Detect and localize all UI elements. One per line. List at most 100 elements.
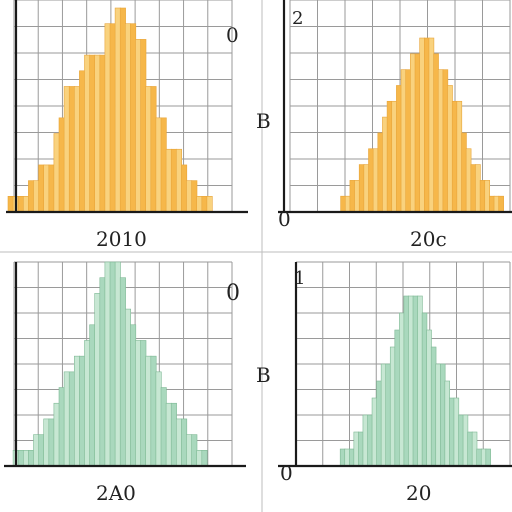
bar [376,380,382,467]
bar [471,431,478,467]
bar [201,450,208,467]
bar [58,387,65,467]
bar [165,148,172,213]
bar [68,86,75,213]
bar [461,132,467,213]
bar [339,448,346,467]
bar [442,69,449,213]
bar [125,23,132,213]
bar [405,69,411,213]
bar [451,100,458,213]
bar [17,450,24,467]
top-label: 1 [294,268,305,289]
bar-group [12,261,208,467]
bar [421,312,428,467]
bar [109,23,116,213]
bar [79,355,86,467]
bar [467,431,473,467]
bar [119,277,126,467]
bar [417,295,423,467]
bar [465,148,472,213]
bar [340,195,346,213]
bar [186,434,193,467]
bar [430,346,437,467]
bar [368,148,374,213]
bar [403,295,410,467]
bar [104,23,111,213]
panel-top-left: 0 B 2010 [6,0,271,251]
bar [22,196,29,213]
bar [63,371,70,467]
bar [74,86,81,213]
bar [475,164,481,213]
bar [160,117,167,213]
bar [456,100,463,213]
bar [43,164,50,213]
bar [196,196,203,213]
x-tick-label: 2010 [96,227,147,251]
bar [28,180,35,213]
bar [394,329,400,467]
bar [94,54,101,213]
bar [206,196,213,213]
bar [125,308,132,467]
bar [181,164,188,213]
bar [385,363,391,467]
bar [48,164,55,213]
bar [191,180,198,213]
bar [410,53,416,213]
bar [414,53,421,213]
bar [130,324,137,467]
bar [428,37,435,213]
bar [400,69,407,213]
panel-bottom-left: 0 2A0 [4,261,246,505]
bar [391,100,397,213]
bar [380,363,387,467]
bar [33,434,40,467]
bar [363,164,370,213]
bar [439,363,446,467]
bar [84,54,91,213]
bar [38,434,45,467]
bar [449,397,455,467]
bar [104,261,111,467]
bar [74,355,81,467]
bar [498,195,504,213]
bar [437,69,444,213]
bar [484,180,490,213]
bar [181,418,188,467]
bar [408,295,414,467]
bar [419,37,425,213]
bar [389,346,396,467]
bar [353,431,360,467]
bar [433,53,439,213]
bar [114,261,121,467]
bar [155,371,162,467]
bar-group [339,295,491,467]
bar [155,117,162,213]
bar [191,434,198,467]
bar [480,448,487,467]
bar [160,387,167,467]
bar [99,54,106,213]
bar [371,397,378,467]
bar [53,402,60,467]
bar [462,414,469,467]
bar [344,195,351,213]
bar [99,277,106,467]
side-label: 0 [226,23,239,47]
bar [412,295,419,467]
bar [372,148,379,213]
bar [170,402,177,467]
bar [399,312,405,467]
bar [489,195,495,213]
bar [109,261,116,467]
x-tick-label: 20 [406,481,431,505]
bar [68,371,75,467]
bar [150,355,157,467]
bar [135,39,142,213]
bar [79,70,86,213]
bar [7,196,14,213]
bar [53,133,60,213]
bar [84,340,91,467]
